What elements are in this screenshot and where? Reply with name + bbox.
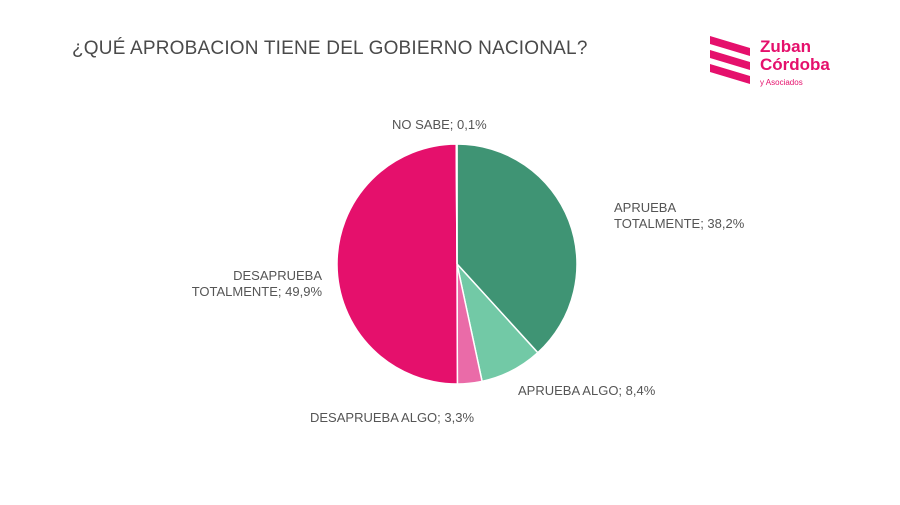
chart-title: ¿QUÉ APROBACION TIENE DEL GOBIERNO NACIO…	[72, 38, 588, 59]
logo-line-2: Córdoba	[760, 55, 830, 74]
pie-slice-desaprueba-totalmente	[336, 143, 459, 385]
slice-label-aprueba-algo: APRUEBA ALGO; 8,4%	[518, 383, 656, 398]
logo-line-3: y Asociados	[760, 78, 803, 87]
slice-label-aprueba-totalmente: APRUEBA TOTALMENTE; 38,2%	[614, 200, 745, 231]
company-logo: Zuban Córdoba y Asociados	[706, 34, 856, 94]
logo-line-1: Zuban	[760, 37, 811, 56]
slice-label-desaprueba-totalmente: DESAPRUEBA TOTALMENTE; 49,9%	[192, 268, 323, 299]
slice-label-desaprueba-algo: DESAPRUEBA ALGO; 3,3%	[310, 410, 474, 425]
logo-mark-icon	[710, 36, 750, 84]
pie-slice-no-sabe	[455, 143, 458, 265]
slice-label-no-sabe: NO SABE; 0,1%	[392, 117, 487, 132]
pie-slice-aprueba-totalmente	[456, 143, 578, 354]
